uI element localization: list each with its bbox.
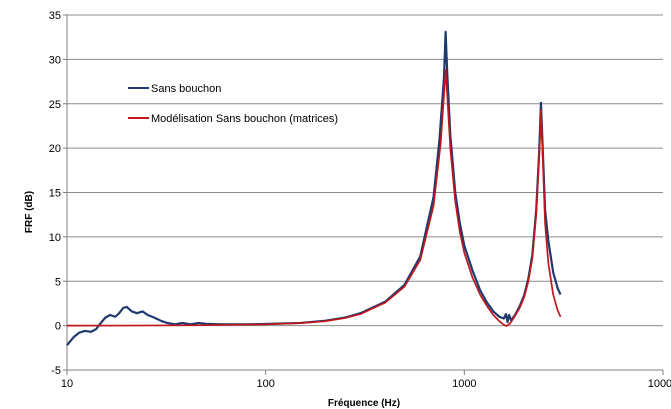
legend-label-sans-bouchon: Sans bouchon: [151, 83, 221, 95]
legend-label-modelisation: Modélisation Sans bouchon (matrices): [151, 113, 338, 125]
y-tick-label: 5: [55, 276, 61, 288]
y-tick-label: 35: [49, 10, 61, 22]
series-lines: [66, 30, 562, 346]
y-tick-label: 25: [49, 99, 61, 111]
x-tick-label: 10000: [648, 378, 671, 390]
x-tick-label: 10: [61, 378, 73, 390]
y-tick-labels: -5 0 5 10 15 20 25 30 35: [49, 10, 67, 377]
y-tick-label: -5: [51, 365, 61, 377]
y-tick-label: 0: [55, 321, 61, 333]
series-line-sans-bouchon: [66, 30, 562, 346]
x-tick-label: 1000: [452, 378, 476, 390]
y-tick-label: 10: [49, 232, 61, 244]
legend: Sans bouchon Modélisation Sans bouchon (…: [128, 83, 338, 125]
series-line-modelisation: [66, 69, 562, 327]
x-tick-labels: 10 100 1000 10000: [61, 370, 671, 390]
y-tick-label: 20: [49, 143, 61, 155]
y-tick-label: 15: [49, 188, 61, 200]
gridlines: [67, 14, 663, 327]
y-axis-title: FRF (dB): [24, 191, 35, 233]
y-tick-label: 30: [49, 54, 61, 66]
x-tick-label: 100: [256, 378, 274, 390]
x-axis-title: Fréquence (Hz): [328, 398, 400, 409]
